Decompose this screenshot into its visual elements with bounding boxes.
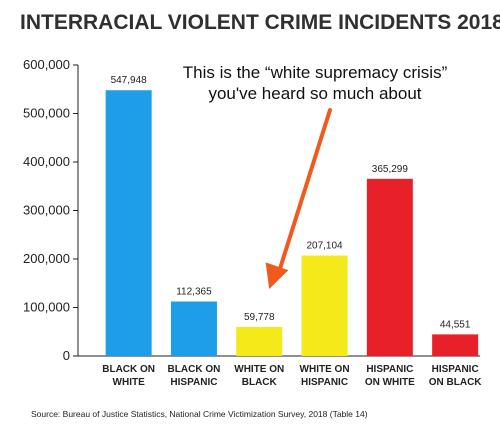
- category-label: ON WHITE: [365, 377, 415, 388]
- data-label: 207,104: [306, 241, 343, 252]
- y-tick-label: 500,000: [23, 106, 70, 121]
- category-label: BLACK: [242, 377, 278, 388]
- annotation-arrow: [265, 108, 332, 290]
- chart-title: INTERRACIAL VIOLENT CRIME INCIDENTS 2018: [20, 11, 500, 34]
- y-tick-label: 600,000: [23, 57, 70, 72]
- category-label: ON BLACK: [429, 377, 483, 388]
- bar: [301, 255, 348, 356]
- bar: [366, 178, 413, 356]
- category-label: BLACK ON: [102, 364, 155, 375]
- x-axis-labels: BLACK ON WHITE BLACK ON HISPANIC WHITE ON BLA…: [102, 364, 482, 388]
- y-tick-label: 400,000: [23, 154, 70, 169]
- category-label: HISPANIC: [432, 364, 479, 375]
- bar: [432, 334, 479, 356]
- category-label: HISPANIC: [301, 377, 348, 388]
- data-label: 44,551: [440, 319, 471, 330]
- y-tick-label: 100,000: [23, 300, 70, 315]
- category-label: BLACK ON: [168, 364, 221, 375]
- value-labels: 547,948 112,365 59,778 207,104 365,299 44,551: [111, 75, 471, 330]
- y-tick-label: 200,000: [23, 251, 70, 266]
- bar: [170, 301, 217, 356]
- annotation: This is the “white supremacy crisis” you…: [183, 63, 448, 103]
- data-label: 59,778: [244, 312, 275, 323]
- bars: [105, 90, 479, 357]
- data-label: 112,365: [176, 287, 212, 298]
- category-label: WHITE ON: [234, 364, 284, 375]
- data-label: 365,299: [372, 164, 409, 175]
- category-label: WHITE: [113, 377, 146, 388]
- bar: [236, 327, 283, 356]
- data-label: 547,948: [111, 75, 148, 86]
- arrow-shaft: [277, 108, 332, 274]
- y-axis: 0 100,000 200,000 300,000 400,000 500,000 600,…: [23, 57, 480, 363]
- annotation-line-2: you've heard so much about: [208, 84, 421, 103]
- bar: [105, 90, 152, 357]
- annotation-line-1: This is the “white supremacy crisis”: [183, 63, 448, 82]
- arrow-head: [265, 262, 289, 290]
- y-tick-label: 300,000: [23, 203, 70, 218]
- category-label: HISPANIC: [170, 377, 217, 388]
- source-note: Source: Bureau of Justice Statistics, Na…: [31, 409, 368, 419]
- category-label: WHITE ON: [300, 364, 350, 375]
- y-tick-label: 0: [63, 348, 70, 363]
- category-label: HISPANIC: [366, 364, 413, 375]
